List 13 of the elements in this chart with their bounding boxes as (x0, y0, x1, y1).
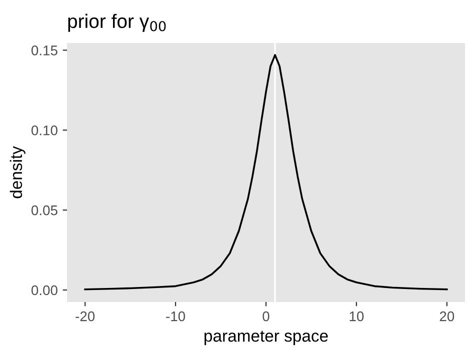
y-tick-label: 0.00 (31, 285, 58, 296)
line-series (84, 54, 448, 290)
y-tick-label: 0.15 (31, 46, 58, 56)
x-axis-title: parameter space (204, 330, 328, 346)
y-tick-label: 0.10 (31, 125, 58, 136)
x-tick-label: 0 (262, 311, 270, 322)
x-tick-label: 10 (350, 311, 364, 322)
y-tick-label: 0.05 (31, 205, 58, 216)
x-tick-label: 20 (440, 311, 454, 322)
x-tick-label: -10 (166, 311, 186, 322)
x-tick-label: -20 (76, 311, 95, 322)
chart-title: prior for γ$_{00}$ (68, 14, 166, 32)
y-axis-title: density (10, 146, 26, 198)
